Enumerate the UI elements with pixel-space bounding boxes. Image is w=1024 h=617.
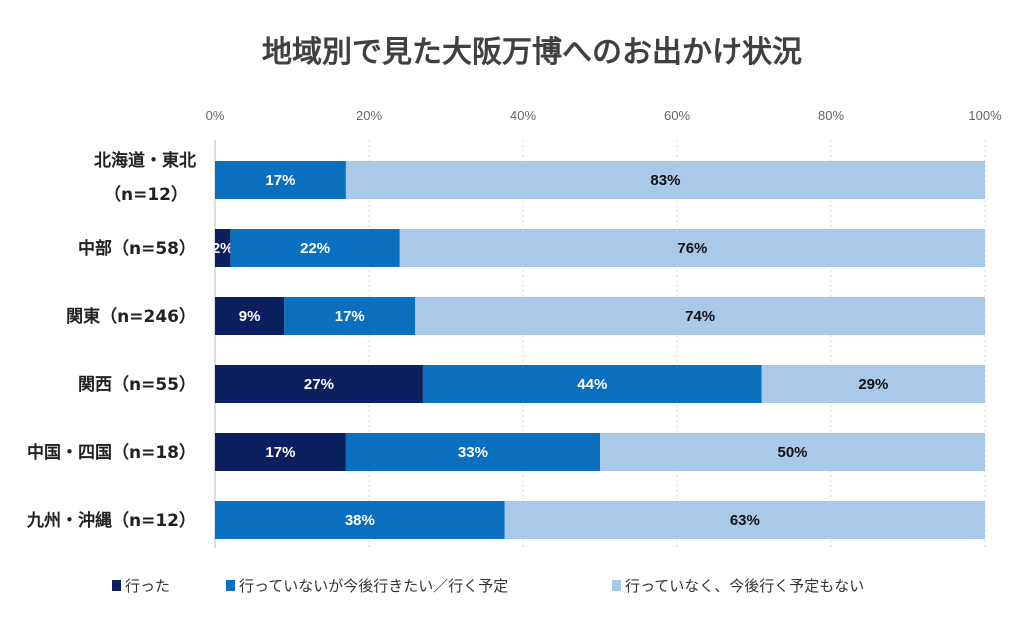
bar-segment	[399, 229, 985, 267]
data-label: 22%	[300, 240, 330, 257]
category-label: 関西（n=55）	[78, 374, 196, 395]
data-label: 2%	[212, 240, 234, 257]
bar-segment	[230, 229, 400, 267]
legend-swatch	[612, 580, 621, 591]
category-label: 中部（n=58）	[78, 238, 196, 259]
legend-swatch	[226, 580, 235, 591]
data-label: 63%	[730, 512, 760, 529]
data-label: 17%	[335, 308, 365, 325]
bar-segment	[284, 297, 416, 335]
bar-segment	[215, 433, 346, 471]
x-tick-label: 20%	[356, 108, 382, 123]
category-label: （n=12）	[104, 184, 188, 205]
data-label: 27%	[304, 376, 334, 393]
data-label: 50%	[777, 444, 807, 461]
data-label: 38%	[345, 512, 375, 529]
data-label: 76%	[677, 240, 707, 257]
x-tick-label: 100%	[968, 108, 1002, 123]
bar-segment	[345, 161, 985, 199]
bar-segment	[415, 297, 985, 335]
data-label: 29%	[858, 376, 888, 393]
data-label: 17%	[265, 444, 295, 461]
legend-label: 行っていないが今後行きたい／行く予定	[239, 577, 508, 595]
data-label: 33%	[458, 444, 488, 461]
legend-swatch	[112, 580, 121, 591]
bar-segment	[215, 161, 346, 199]
category-label: 中国・四国（n=18）	[27, 442, 196, 463]
data-label: 83%	[650, 172, 680, 189]
legend-label: 行った	[125, 577, 170, 595]
data-label: 9%	[239, 308, 261, 325]
x-tick-label: 40%	[510, 108, 536, 123]
data-label: 44%	[577, 376, 607, 393]
category-label: 九州・沖縄（n=12）	[26, 510, 196, 531]
data-label: 17%	[265, 172, 295, 189]
bar-segment	[761, 365, 985, 403]
legend-label: 行っていなく、今後行く予定もない	[625, 577, 864, 595]
category-label: 関東（n=246）	[66, 306, 196, 327]
bar-segment	[422, 365, 762, 403]
bar-segment	[345, 433, 600, 471]
x-tick-label: 60%	[664, 108, 690, 123]
bar-segment	[215, 501, 505, 539]
bar-segment	[600, 433, 985, 471]
bar-segment	[215, 229, 231, 267]
bar-segment	[215, 297, 285, 335]
bar-segment	[215, 365, 423, 403]
data-label: 74%	[685, 308, 715, 325]
bar-segment	[504, 501, 985, 539]
chart-title: 地域別で見た大阪万博へのお出かけ状況	[262, 35, 802, 70]
x-tick-label: 80%	[818, 108, 844, 123]
x-tick-label: 0%	[206, 108, 225, 123]
category-label: 北海道・東北	[94, 150, 196, 171]
